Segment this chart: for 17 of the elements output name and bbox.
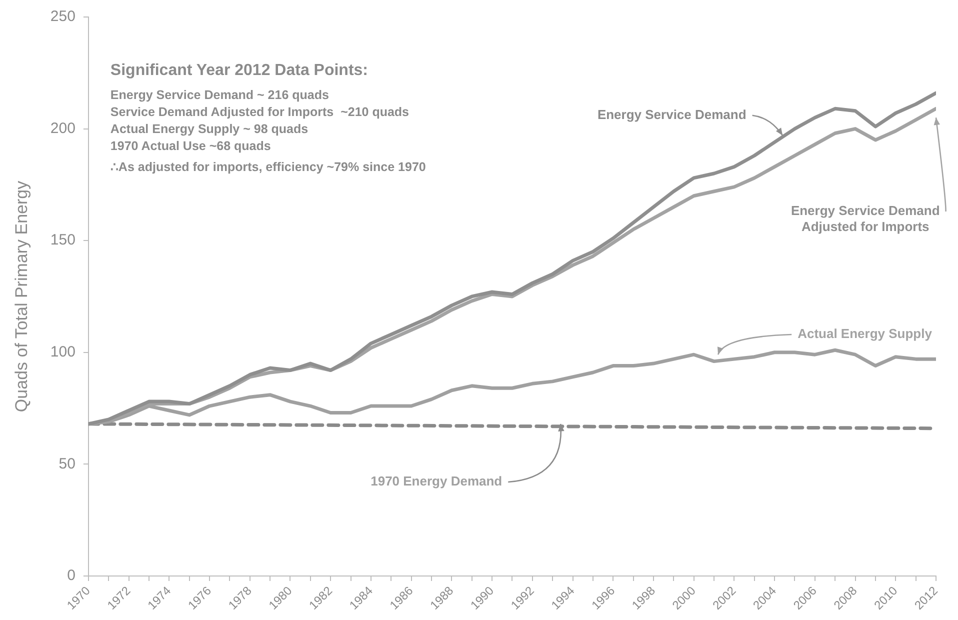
annotation: Energy Service Demand ~ 216 quads bbox=[110, 88, 329, 102]
annotation: ∴As adjusted for imports, efficiency ~79% since 1970 bbox=[110, 160, 426, 174]
y-tick-label: 100 bbox=[50, 344, 76, 361]
y-tick-label: 150 bbox=[50, 232, 76, 249]
annotation: Actual Energy Supply ~ 98 quads bbox=[110, 122, 308, 136]
text: Energy Service Demand bbox=[597, 106, 746, 122]
series-label: Actual Energy Supply bbox=[798, 326, 933, 342]
text: 1970 Energy Demand bbox=[370, 474, 502, 489]
text: Energy Service Demand Adjusted for Imports bbox=[790, 203, 940, 234]
annotation: Significant Year 2012 Data Points: bbox=[110, 62, 368, 79]
y-tick-label: 200 bbox=[50, 120, 76, 137]
y-tick-label: 250 bbox=[50, 8, 76, 26]
annotation: Service Demand Adjusted for Imports ~210 quads bbox=[110, 105, 410, 119]
y-tick-label: 50 bbox=[58, 455, 76, 472]
annotation: 1970 Actual Use ~68 quads bbox=[110, 139, 271, 153]
y-axis-title: Quads of Total Primary Energy bbox=[12, 180, 31, 412]
y-tick-label: 0 bbox=[67, 567, 76, 584]
